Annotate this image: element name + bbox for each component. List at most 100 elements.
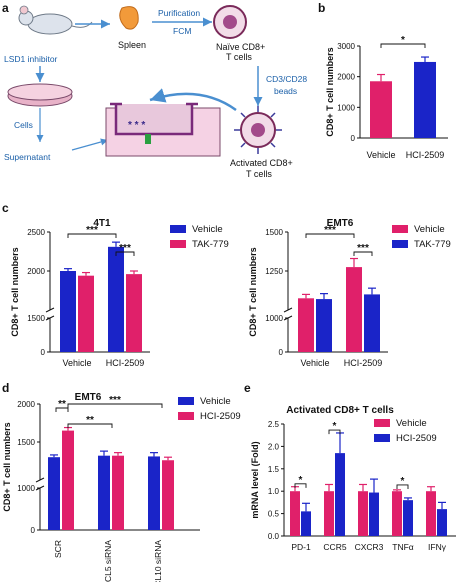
schematic-a: Spleen Purification FCM Naïve CD8+ T cel…	[4, 5, 307, 179]
significance-bracket	[55, 407, 69, 412]
y-tick-label: 1000	[17, 484, 35, 493]
y-tick-label: 0.0	[268, 532, 280, 541]
bar	[414, 61, 436, 138]
bar	[426, 491, 436, 536]
culture-dish-icon	[7, 83, 73, 107]
x-tick-label: CCL5 siRNA	[103, 540, 113, 582]
y-tick-label: 2000	[17, 400, 35, 409]
axis-break	[45, 307, 55, 313]
y-axis-title: CD8+ T cell numbers	[2, 422, 12, 511]
bar	[358, 491, 368, 536]
x-tick-label: IFNγ	[428, 542, 447, 552]
activated-label-2: T cells	[246, 169, 272, 179]
naive-label-1: Naïve CD8+	[216, 42, 265, 52]
legend-label: Vehicle	[396, 418, 427, 429]
x-tick-label: HCI-2509	[406, 150, 445, 160]
bar	[112, 455, 124, 530]
chart-title: Activated CD8+ T cells	[286, 405, 394, 416]
x-tick-label: CCR5	[323, 542, 346, 552]
legend-swatch	[170, 240, 186, 248]
bar	[148, 456, 160, 530]
x-tick-label: Vehicle	[300, 358, 329, 368]
y-tick-label: 1.5	[268, 465, 280, 474]
legend-label: Vehicle	[192, 224, 223, 235]
significance-label: ***	[86, 225, 98, 236]
y-tick-label: 1.0	[268, 487, 280, 496]
panel-label-b: b	[318, 1, 325, 15]
significance-bracket	[115, 251, 135, 256]
naive-cell-icon	[213, 5, 247, 39]
significance-label: ***	[119, 243, 131, 254]
mouse-icon	[18, 5, 93, 35]
y-tick-label: 1000	[265, 314, 283, 323]
significance-bracket	[294, 483, 307, 488]
legend-label: HCI-2509	[200, 411, 241, 422]
x-tick-label: PD-1	[291, 542, 311, 552]
bar	[392, 491, 402, 536]
bar	[301, 511, 311, 536]
legend-swatch	[178, 397, 194, 405]
bar	[316, 299, 332, 352]
significance-label: **	[58, 399, 66, 410]
significance-bracket	[380, 43, 426, 48]
chart-title: EMT6	[327, 218, 354, 229]
naive-label-2: T cells	[226, 52, 252, 62]
bar	[403, 500, 413, 536]
bar	[290, 491, 300, 536]
significance-bracket	[67, 233, 117, 238]
fcm-label: FCM	[173, 26, 191, 36]
significance-bracket	[67, 403, 163, 408]
x-tick-label: TNFα	[392, 542, 414, 552]
x-tick-label: HCI-2509	[106, 358, 145, 368]
legend-label: Vehicle	[414, 224, 445, 235]
y-tick-label: 2.5	[268, 420, 280, 429]
panel-label-d: d	[2, 381, 9, 395]
chart-d: EMT6 0 1000 1500 2000 CD8+ T cell numbers SCR C…	[2, 392, 241, 582]
y-tick-label: 1500	[27, 314, 45, 323]
bar	[60, 271, 76, 352]
bar	[324, 491, 334, 536]
bar	[108, 246, 124, 352]
legend-swatch	[392, 225, 408, 233]
significance-label: *	[401, 476, 405, 487]
bar	[126, 274, 142, 352]
activated-label-1: Activated CD8+	[230, 158, 293, 168]
bar	[48, 457, 60, 530]
panel-label-a: a	[2, 1, 9, 15]
x-tick-label: HCI-2509	[344, 358, 383, 368]
legend-swatch	[392, 240, 408, 248]
bar	[98, 455, 110, 530]
x-tick-label: SCR	[53, 540, 63, 558]
y-tick-label: 2500	[27, 228, 45, 237]
legend-label: TAK-779	[414, 239, 451, 250]
svg-text:* * *: * * *	[128, 120, 145, 131]
y-tick-label: 1250	[265, 267, 283, 276]
spleen-label: Spleen	[118, 40, 146, 50]
chart-c-4t1: 4T1 0 1500 2000 2500 CD8+ T cell numbers Vehic…	[10, 218, 229, 368]
cells-label: Cells	[14, 120, 33, 130]
y-tick-label: 0	[41, 348, 46, 357]
significance-label: ***	[357, 243, 369, 254]
y-tick-label: 0	[351, 134, 356, 143]
panel-label-e: e	[244, 381, 251, 395]
supernatant-label: Supernatant	[4, 152, 51, 162]
significance-bracket	[396, 484, 409, 489]
x-tick-label: CXCR3	[355, 542, 384, 552]
y-tick-label: 1500	[17, 438, 35, 447]
bar	[370, 81, 392, 138]
legend-swatch	[170, 225, 186, 233]
legend-label: TAK-779	[192, 239, 229, 250]
y-tick-label: 0.5	[268, 510, 280, 519]
y-axis-title: CD8+ T cell numbers	[248, 247, 258, 336]
activated-cell-icon	[234, 106, 282, 154]
transwell-icon: * * *	[105, 102, 221, 157]
significance-label: **	[86, 415, 94, 426]
x-tick-label: CXCL10 siRNA	[153, 540, 163, 582]
chart-title: 4T1	[93, 218, 111, 229]
bar	[369, 492, 379, 536]
bar	[364, 294, 380, 352]
significance-bracket	[67, 423, 113, 428]
y-axis-title: mRNA level (Fold)	[250, 441, 260, 518]
